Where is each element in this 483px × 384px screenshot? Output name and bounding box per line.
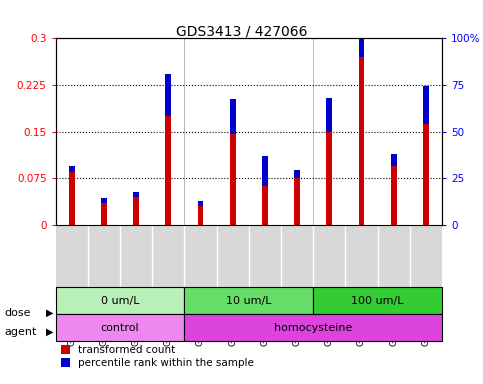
Text: 100 um/L: 100 um/L (351, 296, 404, 306)
Bar (198, 207, 203, 225)
Bar (198, 202, 203, 207)
Text: 10 um/L: 10 um/L (226, 296, 271, 306)
Bar (327, 132, 332, 225)
Bar (262, 156, 268, 186)
Text: control: control (100, 323, 139, 333)
Bar (294, 179, 300, 225)
Bar (294, 170, 300, 179)
Bar (165, 74, 171, 116)
Bar (165, 116, 171, 225)
Bar (69, 172, 74, 225)
Bar (230, 134, 236, 225)
Bar (313, 287, 442, 314)
Text: 0 um/L: 0 um/L (100, 296, 139, 306)
Bar (101, 204, 107, 225)
Bar (101, 199, 107, 204)
Bar (230, 99, 236, 134)
Bar (69, 166, 74, 172)
Bar (423, 86, 429, 124)
Bar (262, 186, 268, 225)
Bar (391, 154, 397, 166)
Bar (185, 314, 442, 341)
Bar (358, 57, 364, 225)
Bar (391, 166, 397, 225)
Bar (56, 314, 185, 341)
Text: homocysteine: homocysteine (274, 323, 352, 333)
Bar (185, 287, 313, 314)
Bar (133, 192, 139, 197)
Bar (56, 287, 185, 314)
Bar (423, 124, 429, 225)
Text: dose: dose (5, 308, 31, 318)
Legend: transformed count, percentile rank within the sample: transformed count, percentile rank withi… (61, 345, 255, 368)
Text: ▶: ▶ (46, 327, 54, 337)
Text: ▶: ▶ (46, 308, 54, 318)
Bar (358, 10, 364, 57)
Bar (327, 98, 332, 132)
Text: agent: agent (5, 327, 37, 337)
Bar (133, 197, 139, 225)
Text: GDS3413 / 427066: GDS3413 / 427066 (176, 25, 307, 39)
